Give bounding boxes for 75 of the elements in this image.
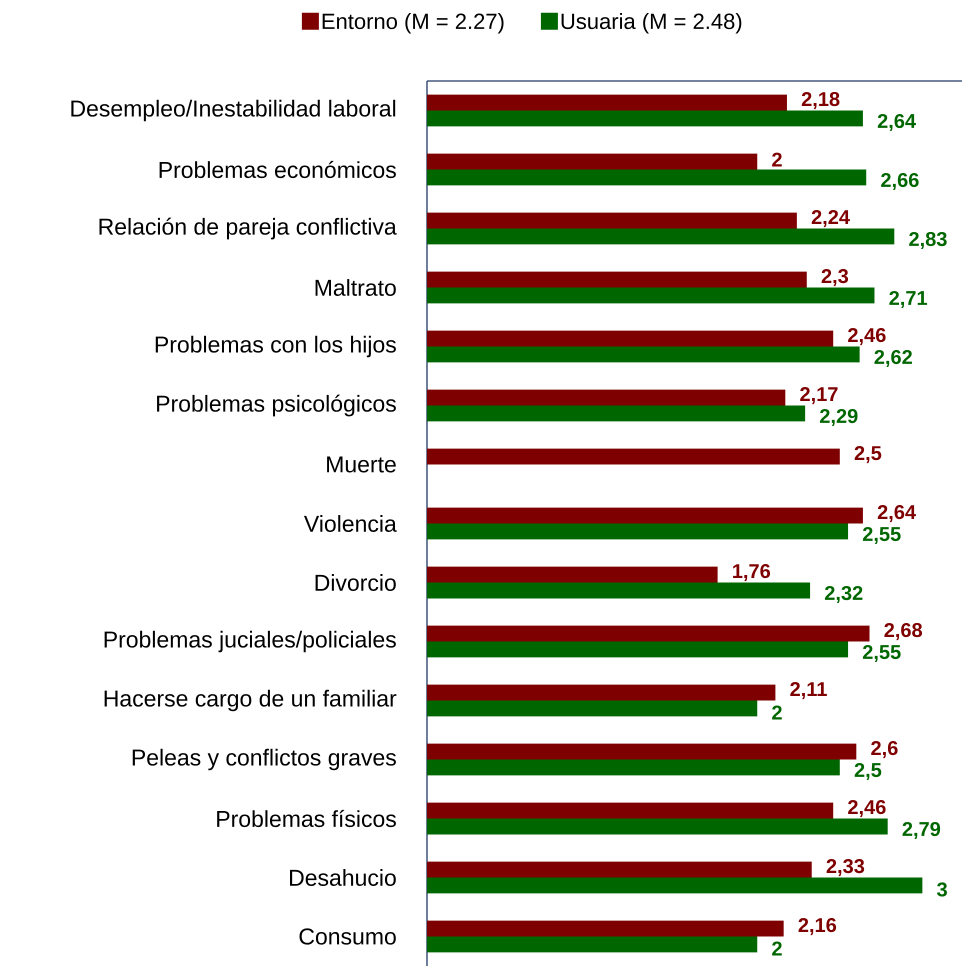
data-label: 2,11 (790, 682, 827, 700)
bar (426, 566, 718, 583)
y-tick-label: Hacerse cargo de un familiar (104, 690, 396, 712)
bar (426, 330, 834, 347)
y-tick-label: Desahucio (290, 869, 396, 886)
y-tick-label: Peleas y conflictos graves (132, 748, 396, 770)
y-tick-label: Divorcio (316, 574, 396, 591)
y-tick-label: Maltrato (316, 279, 396, 296)
data-label: 2,16 (798, 918, 836, 936)
bar (426, 524, 848, 540)
y-tick-label: Problemas juciales/policiales (104, 630, 396, 652)
bar (426, 920, 784, 937)
data-label: 2,64 (878, 505, 916, 522)
bar (426, 170, 866, 186)
data-label: 2,55 (862, 644, 901, 662)
bar (426, 272, 807, 288)
data-label: 2 (772, 705, 782, 720)
bar (426, 390, 786, 406)
y-tick-label: Consumo (300, 928, 396, 945)
y-tick-label: Desempleo/Inestabilidad laboral (71, 100, 396, 122)
bar (426, 626, 870, 642)
data-label: 1,76 (733, 564, 770, 582)
y-tick-label: Problemas con los hijos (156, 336, 396, 358)
data-label: 2,32 (824, 586, 862, 603)
bar (426, 448, 840, 465)
bar (426, 936, 758, 952)
y-tick-label: Problemas físicos (217, 810, 396, 828)
bar (426, 684, 776, 701)
data-label: 2,55 (862, 526, 901, 544)
bar (426, 760, 840, 776)
bar (426, 818, 888, 834)
data-label: 3 (937, 882, 947, 897)
data-label: 2,66 (881, 172, 919, 190)
data-label: 2,46 (848, 800, 886, 818)
bar (426, 406, 806, 422)
bar (426, 288, 874, 304)
data-label: 2,6 (871, 741, 898, 758)
data-label: 2,83 (909, 232, 947, 249)
bar (426, 582, 810, 598)
bar (426, 700, 758, 716)
bar (426, 154, 758, 170)
bar (426, 110, 863, 126)
data-label: 2,29 (820, 408, 858, 426)
bar (426, 862, 812, 878)
bar (426, 212, 797, 229)
bar (426, 228, 894, 244)
y-tick-label: Violencia (304, 515, 397, 532)
legend-label: Usuaria (M = 2.48) (562, 12, 742, 34)
y-tick-label: Problemas económicos (160, 160, 396, 178)
data-label: 2,33 (826, 859, 864, 876)
data-label: 2,18 (802, 92, 840, 110)
data-label: 2,3 (822, 269, 848, 286)
data-label: 2,64 (878, 114, 916, 131)
bar (426, 802, 834, 819)
data-label: 2,17 (800, 387, 838, 404)
data-label: 2,5 (854, 762, 882, 780)
bar (426, 346, 860, 362)
data-label: 2,71 (889, 290, 928, 308)
data-label: 2,68 (884, 623, 922, 640)
data-label: 2,79 (902, 822, 940, 839)
data-label: 2 (772, 941, 782, 956)
data-label: 2,62 (874, 350, 912, 367)
data-label: 2,46 (848, 328, 886, 346)
bar (426, 94, 787, 111)
bar (426, 878, 922, 894)
data-label: 2,24 (812, 210, 850, 228)
legend-label: Entorno (M = 2.27) (322, 12, 504, 34)
bar (426, 744, 856, 760)
data-label: 2 (772, 152, 782, 167)
y-tick-label: Muerte (327, 456, 396, 473)
bar (426, 508, 863, 524)
data-label: 2,5 (854, 446, 882, 464)
bar (426, 642, 848, 658)
y-tick-label: Problemas psicológicos (157, 394, 396, 416)
y-tick-label: Relación de pareja conflictiva (100, 218, 397, 240)
